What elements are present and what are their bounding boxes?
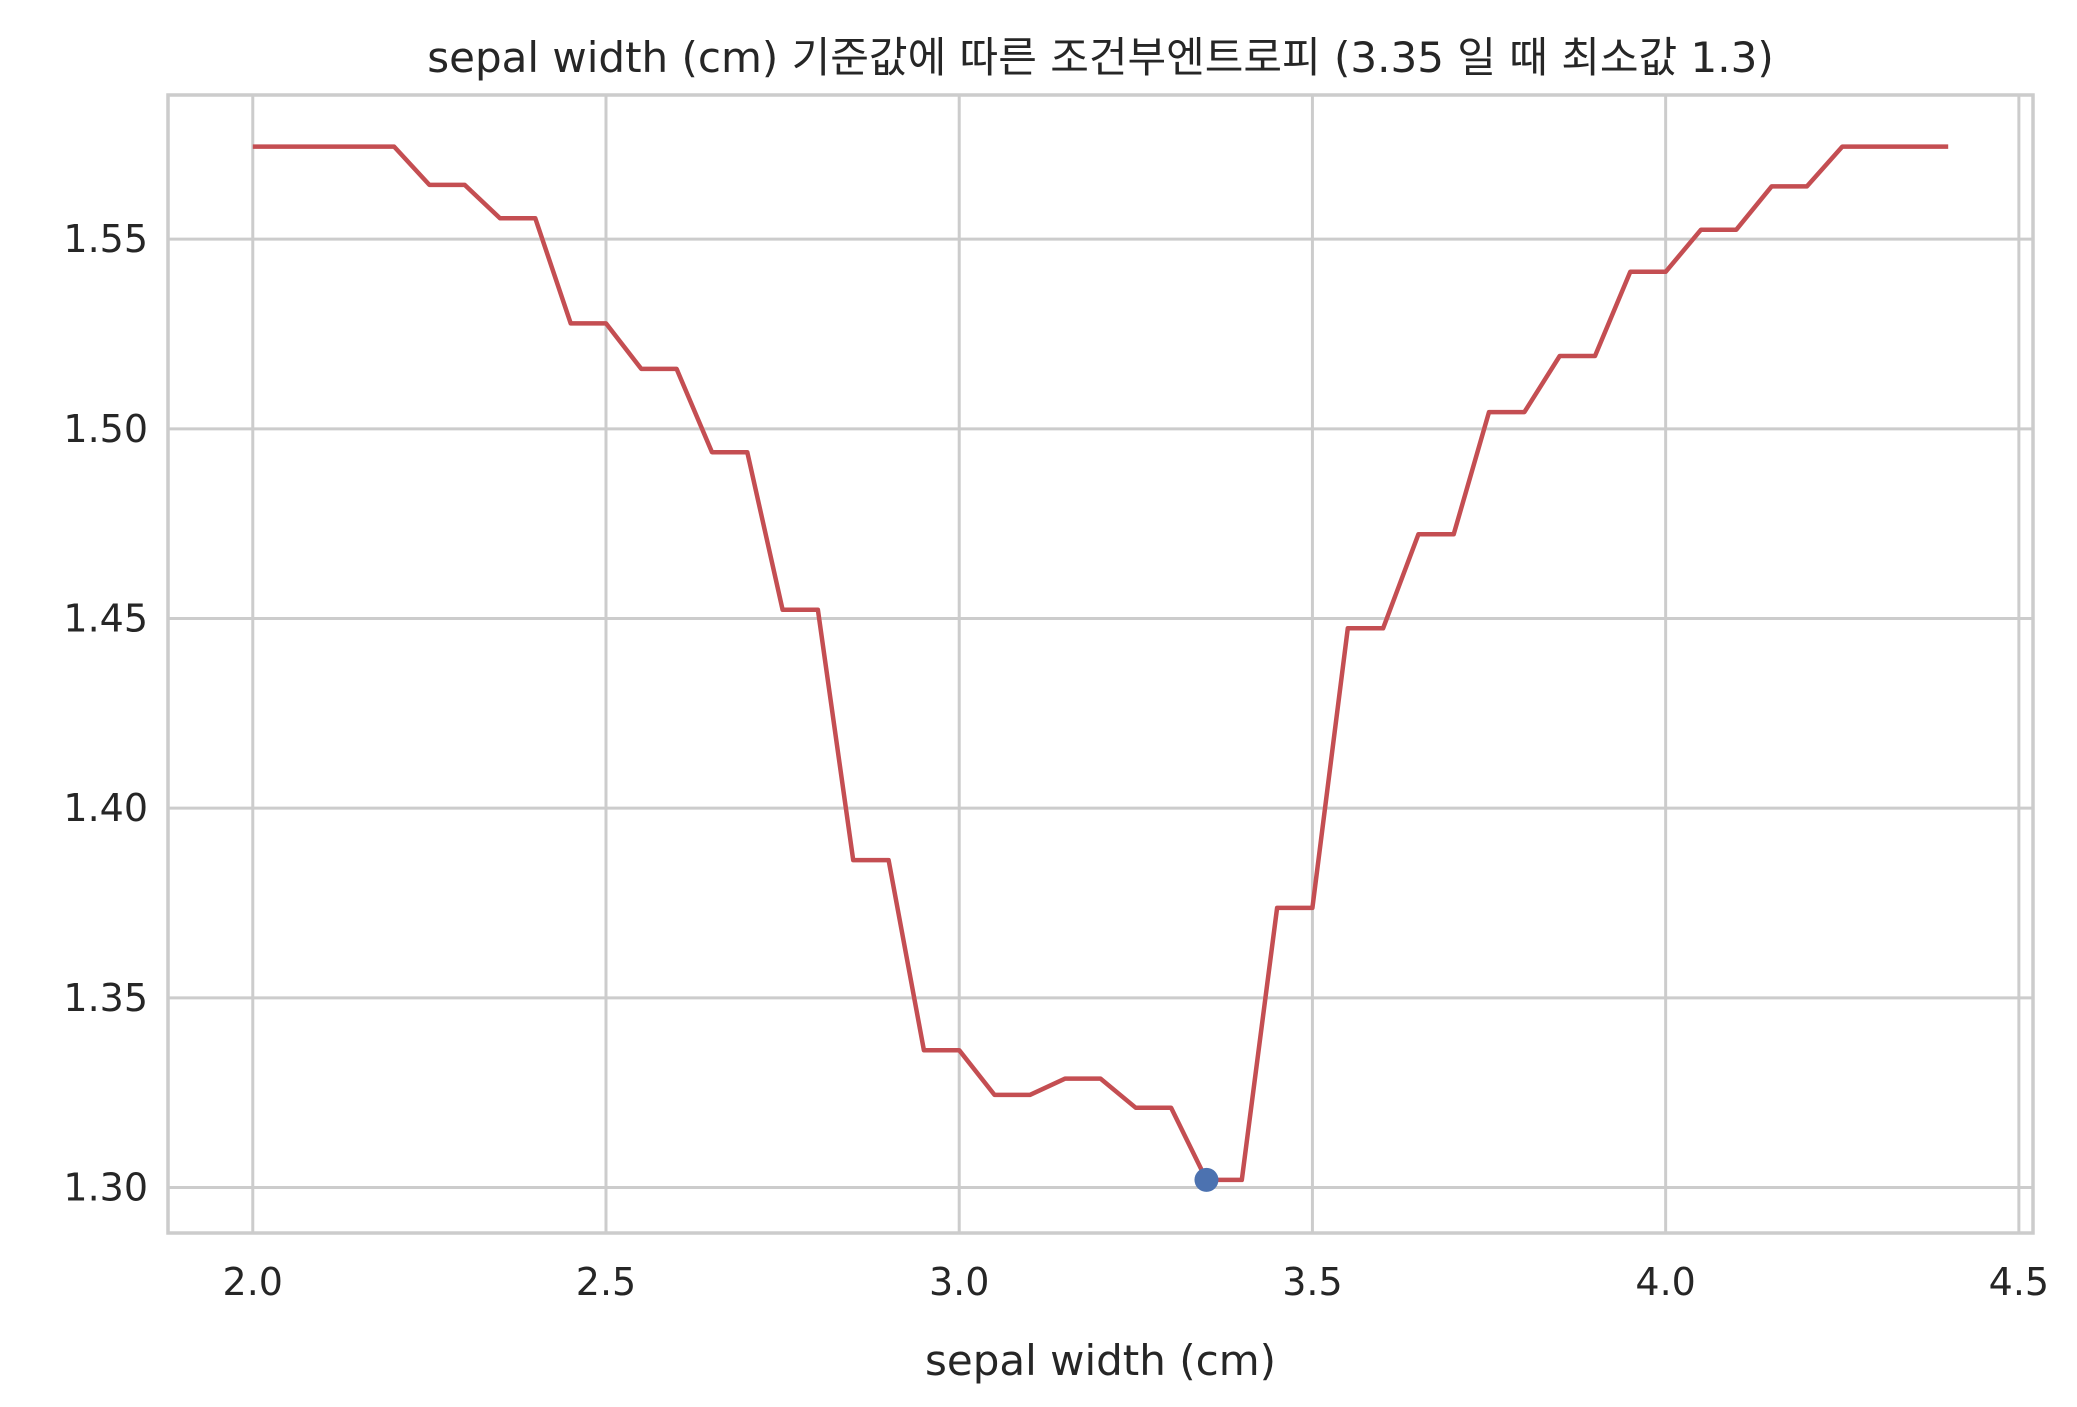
x-tick-label: 2.0 <box>223 1260 283 1304</box>
x-axis-label: sepal width (cm) <box>925 1336 1276 1385</box>
x-tick-label: 3.0 <box>929 1260 989 1304</box>
plot-frame <box>166 93 2035 1235</box>
series-group <box>252 144 1949 1192</box>
y-tick-label: 1.45 <box>63 596 148 640</box>
x-tick-labels: 2.0 2.5 3.0 3.5 4.0 4.5 <box>223 1260 2050 1304</box>
grid <box>168 95 2033 1233</box>
y-tick-label: 1.55 <box>63 217 148 261</box>
entropy-line <box>252 144 1949 1183</box>
y-tick-labels: 1.30 1.35 1.40 1.45 1.50 1.55 <box>63 217 148 1209</box>
y-tick-label: 1.35 <box>63 976 148 1020</box>
x-tick-label: 2.5 <box>576 1260 636 1304</box>
x-tick-label: 3.5 <box>1282 1260 1342 1304</box>
x-tick-label: 4.5 <box>1989 1260 2049 1304</box>
minimum-point-marker <box>1194 1167 1219 1192</box>
y-tick-label: 1.40 <box>63 786 148 830</box>
x-tick-label: 4.0 <box>1635 1260 1695 1304</box>
y-tick-label: 1.50 <box>63 407 148 451</box>
y-tick-label: 1.30 <box>63 1165 148 1209</box>
chart-title: sepal width (cm) 기준값에 따른 조건부엔트로피 (3.35 일… <box>427 33 1773 82</box>
